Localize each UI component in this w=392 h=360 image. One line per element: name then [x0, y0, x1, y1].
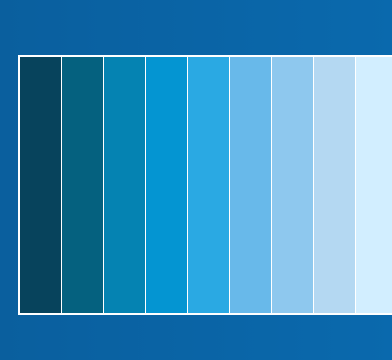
- color-swatch-7: [272, 57, 313, 313]
- color-swatch-2: [62, 57, 103, 313]
- color-swatch-6: [230, 57, 271, 313]
- color-swatch-8: [314, 57, 355, 313]
- color-palette-strip: [18, 55, 392, 315]
- color-swatch-4: [146, 57, 187, 313]
- color-swatch-3: [104, 57, 145, 313]
- color-swatch-5: [188, 57, 229, 313]
- color-swatch-1: [20, 57, 61, 313]
- color-swatch-9: [356, 57, 392, 313]
